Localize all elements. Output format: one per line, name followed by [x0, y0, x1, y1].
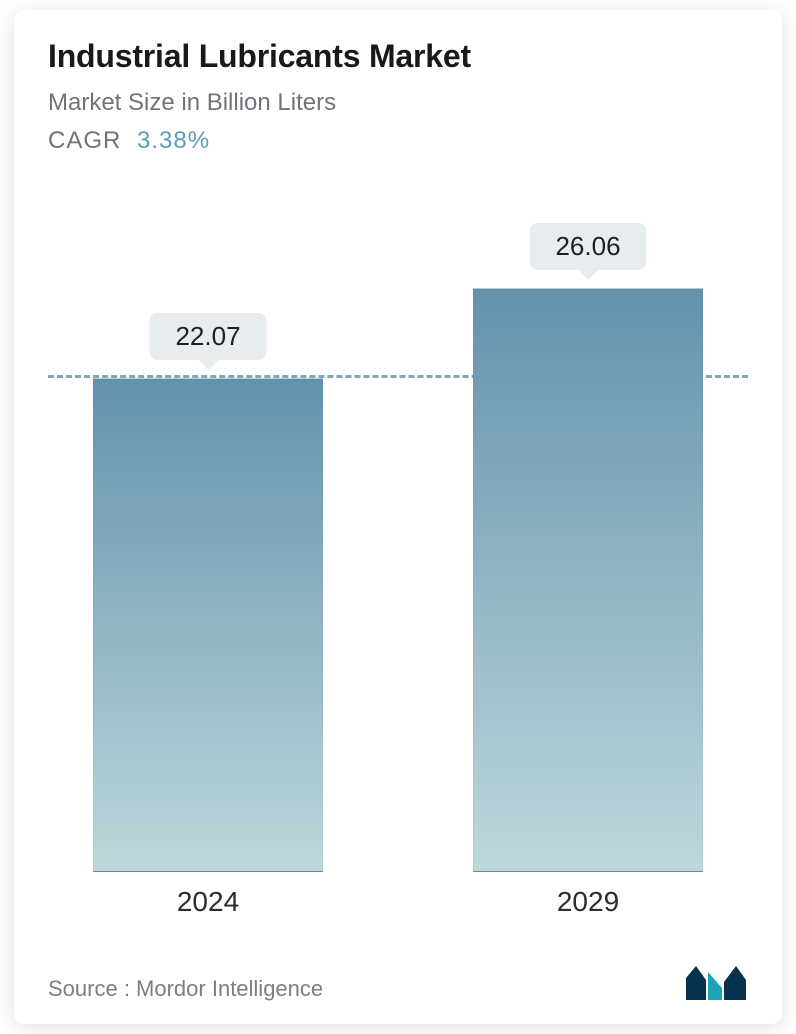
bar	[473, 288, 703, 872]
bar-value-label: 22.07	[149, 313, 266, 360]
chart-card: Industrial Lubricants Market Market Size…	[14, 10, 782, 1024]
source-text: Source : Mordor Intelligence	[48, 976, 323, 1002]
brand-logo-icon	[684, 960, 748, 1002]
cagr-value: 3.38%	[137, 127, 210, 154]
bar-value-label: 26.06	[529, 223, 646, 270]
bar-category-label: 2029	[557, 886, 619, 918]
chart-subtitle: Market Size in Billion Liters	[48, 89, 748, 117]
cagr-row: CAGR 3.38%	[48, 127, 748, 155]
cagr-label: CAGR	[48, 127, 121, 154]
chart-title: Industrial Lubricants Market	[48, 38, 748, 75]
bar-category-label: 2024	[177, 886, 239, 918]
chart-footer: Source : Mordor Intelligence	[48, 960, 748, 1002]
bar	[93, 378, 323, 872]
bar-slot: 22.072024	[93, 378, 323, 872]
bar-slot: 26.062029	[473, 288, 703, 872]
chart-plot-area: 22.07202426.062029	[48, 200, 748, 928]
